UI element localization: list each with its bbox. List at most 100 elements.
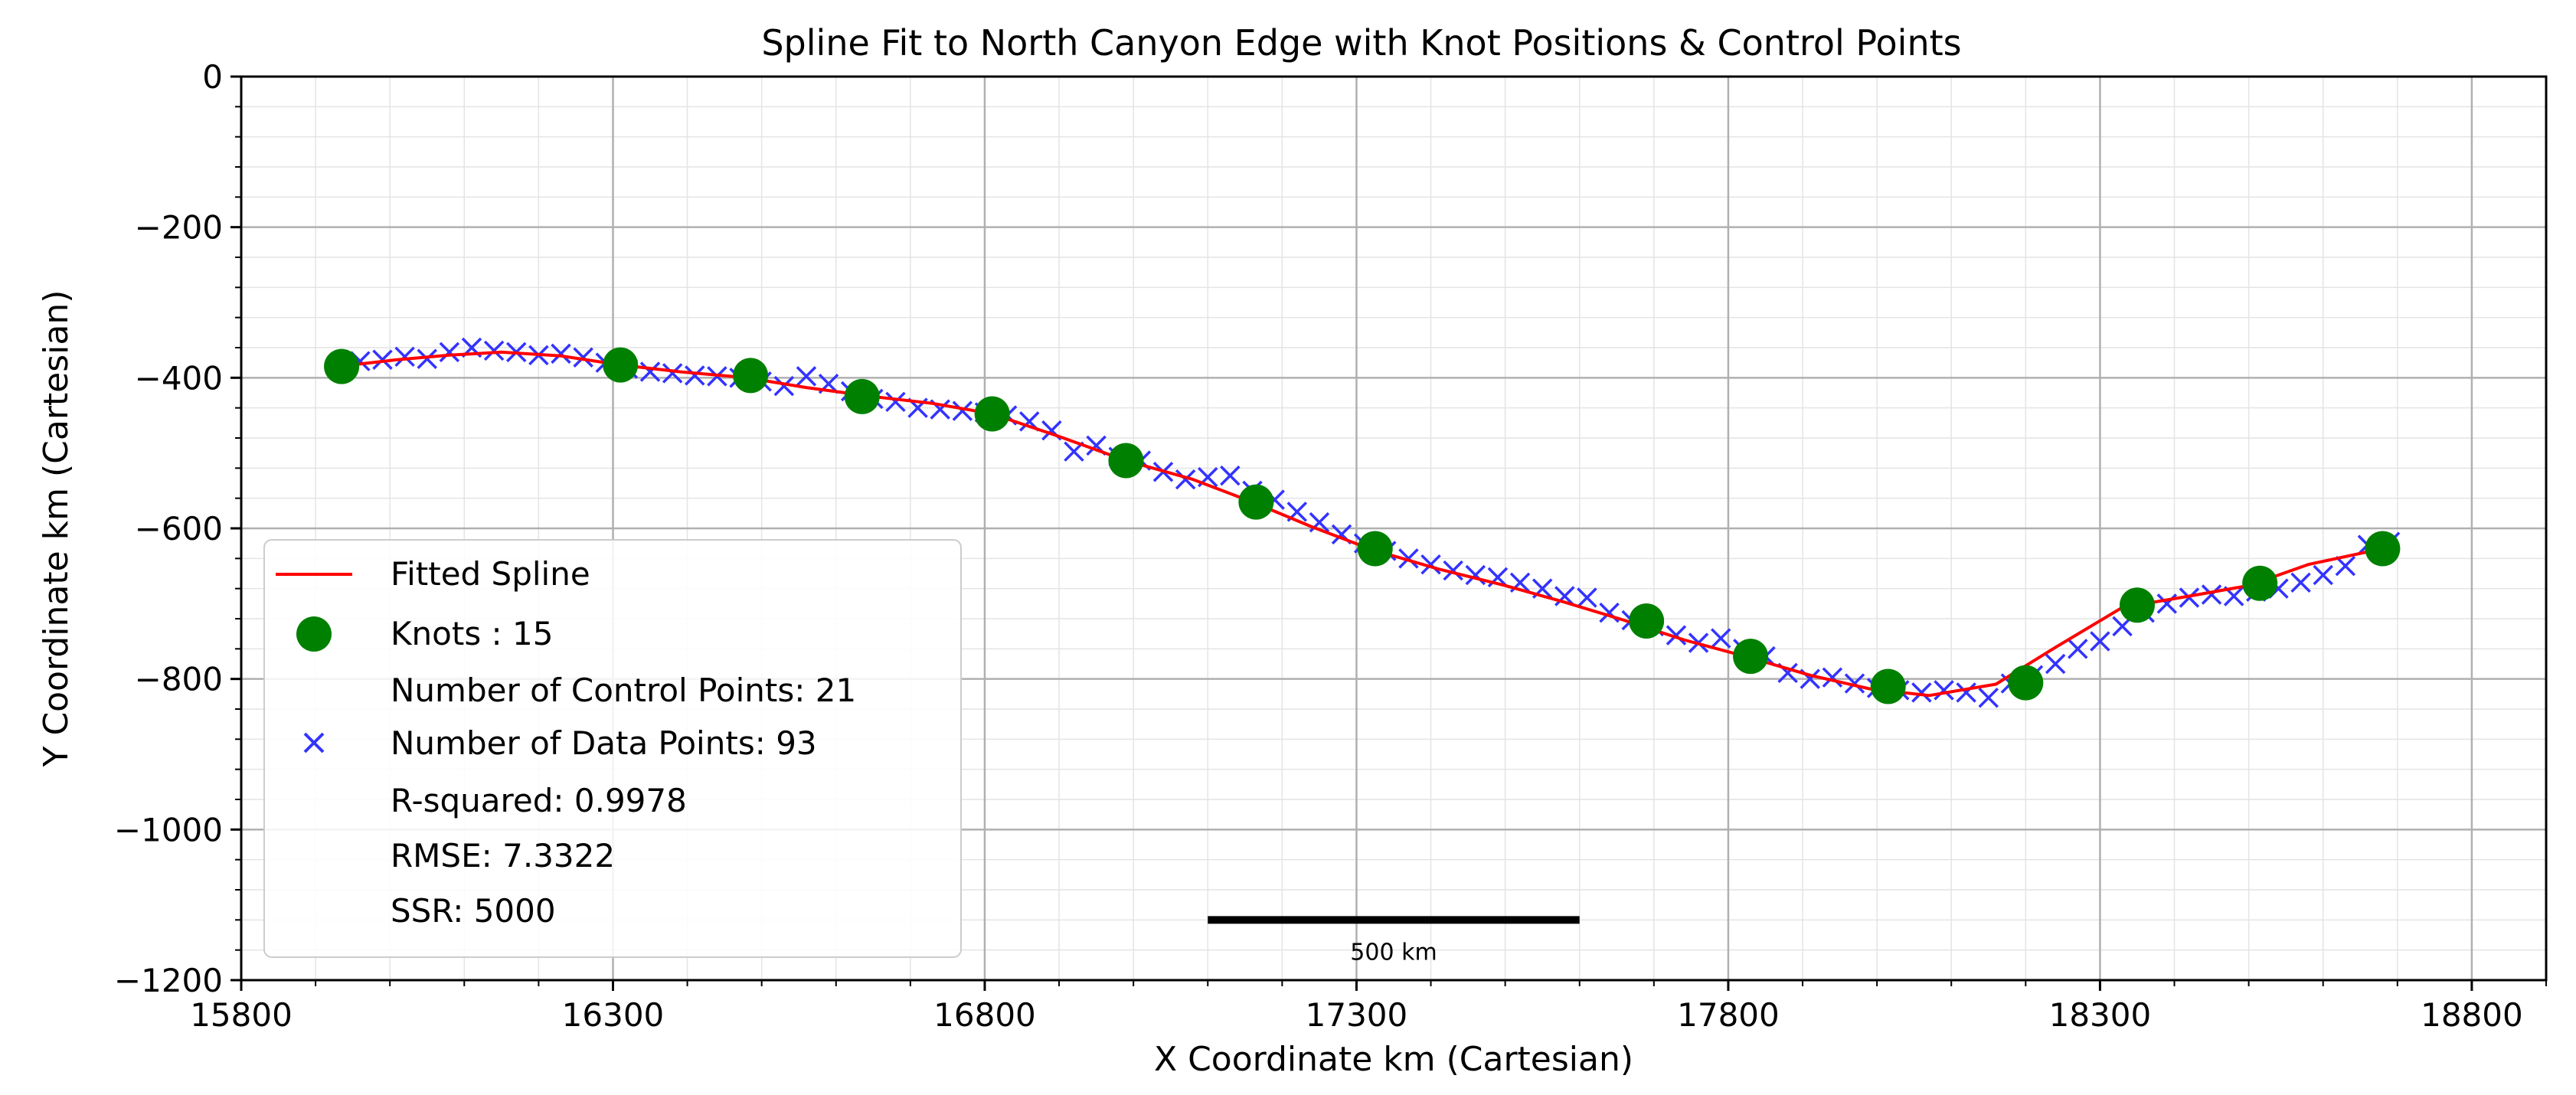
- legend-data-points-label: Number of Data Points: 93: [391, 724, 817, 762]
- knot-point: [1357, 531, 1393, 567]
- legend-box: [263, 539, 962, 958]
- legend-control-points-label: Number of Control Points: 21: [391, 672, 856, 709]
- data-point-stroke: [773, 375, 795, 397]
- legend-knot-swatch: [296, 616, 332, 652]
- data-point: [2201, 584, 2222, 605]
- legend-ssr-label: SSR: 5000: [391, 892, 556, 930]
- knot-point: [733, 358, 769, 394]
- data-point: [2335, 555, 2356, 577]
- x-tick-label: 15800: [190, 996, 293, 1034]
- data-point: [1175, 469, 1196, 490]
- data-point-stroke: [885, 391, 906, 413]
- data-point-stroke: [1086, 435, 1107, 456]
- data-point: [2045, 653, 2066, 675]
- data-point-stroke: [796, 366, 817, 387]
- data-point: [1443, 560, 1463, 581]
- data-point-stroke: [573, 347, 593, 368]
- data-point-stroke: [2335, 555, 2356, 577]
- data-point-stroke: [1443, 560, 1463, 581]
- data-point-stroke: [930, 399, 950, 420]
- data-point-stroke: [1934, 680, 1954, 701]
- legend-r-squared-label: R-squared: 0.9978: [391, 782, 687, 819]
- knot-point: [1108, 443, 1144, 479]
- data-point: [662, 363, 683, 384]
- legend-knots-label: Knots : 15: [391, 615, 554, 652]
- y-tick-label: −600: [135, 510, 223, 548]
- data-point: [885, 391, 906, 413]
- data-point-stroke: [1018, 411, 1040, 432]
- data-point-stroke: [1331, 524, 1352, 545]
- data-point: [1911, 682, 1932, 703]
- data-point-stroke: [1800, 668, 1820, 689]
- data-point-stroke: [1710, 628, 1731, 649]
- data-point: [952, 400, 973, 421]
- data-point-stroke: [1777, 662, 1798, 684]
- scale-bar: 500 km: [1208, 916, 1580, 966]
- data-point-stroke: [2090, 631, 2110, 652]
- data-point-stroke: [1956, 682, 1976, 703]
- data-point: [1577, 587, 1597, 608]
- data-point: [439, 342, 460, 363]
- knot-point: [2119, 587, 2155, 623]
- data-point: [2156, 593, 2178, 614]
- data-point-stroke: [2068, 639, 2088, 659]
- knot-point: [2242, 565, 2278, 601]
- data-point-stroke: [685, 365, 705, 386]
- x-tick-label: 16800: [933, 996, 1036, 1034]
- data-point: [372, 349, 393, 370]
- data-point: [1398, 548, 1419, 569]
- legend-data-swatch: [303, 732, 325, 753]
- data-point: [573, 347, 593, 368]
- data-point-stroke: [639, 361, 661, 382]
- data-point-stroke: [1978, 688, 1999, 708]
- data-point: [551, 343, 571, 364]
- data-point-stroke: [483, 340, 505, 361]
- y-tick-label: −1200: [114, 962, 223, 999]
- scale-bar-label: 500 km: [1350, 939, 1437, 966]
- data-point: [2313, 564, 2333, 586]
- x-tick-label: 18300: [2049, 996, 2152, 1034]
- x-tick-label: 17300: [1306, 996, 1408, 1034]
- data-point-stroke: [1420, 554, 1441, 575]
- data-point-stroke: [1844, 673, 1865, 694]
- data-point-stroke: [394, 346, 415, 368]
- data-point-stroke: [1599, 602, 1620, 623]
- knot-point: [1629, 603, 1665, 639]
- data-point: [685, 365, 705, 386]
- knot-point: [844, 378, 880, 414]
- y-axis-ticks: 0 −200 −400 −600 −800 −1000 −1200: [114, 58, 241, 999]
- data-point: [1666, 625, 1687, 646]
- knot-point: [2365, 531, 2401, 567]
- data-point-stroke: [1822, 667, 1843, 688]
- data-point-stroke: [1911, 682, 1932, 703]
- data-point: [796, 366, 817, 387]
- data-point-stroke: [1220, 465, 1241, 486]
- data-point-stroke: [2201, 584, 2222, 605]
- data-point: [1554, 586, 1575, 606]
- y-axis-label: Y Coordinate km (Cartesian): [37, 290, 76, 768]
- data-point: [1934, 680, 1954, 701]
- knot-point: [324, 348, 360, 384]
- knot-point: [1733, 639, 1769, 675]
- x-axis-ticks: 15800 16300 16800 17300 17800 18300 18800: [190, 980, 2547, 1034]
- knot-point: [603, 347, 639, 383]
- data-point-stroke: [1465, 564, 1486, 586]
- data-point-stroke: [2223, 586, 2244, 606]
- data-point-stroke: [2045, 653, 2066, 675]
- data-point-stroke: [1577, 587, 1597, 608]
- x-tick-label: 17800: [1677, 996, 1780, 1034]
- knot-point: [1238, 484, 1274, 520]
- data-point-stroke: [952, 400, 973, 421]
- data-point-stroke: [1398, 548, 1419, 569]
- data-point-stroke: [1175, 469, 1196, 490]
- data-point-stroke: [439, 342, 460, 363]
- data-point: [1978, 688, 1999, 708]
- data-point: [2290, 572, 2311, 593]
- data-point-stroke: [551, 343, 571, 364]
- knot-point: [974, 396, 1010, 432]
- x-tick-label: 16300: [562, 996, 665, 1034]
- data-point-stroke: [417, 348, 437, 369]
- data-point-stroke: [2290, 572, 2311, 593]
- legend: Fitted Spline Knots : 15 Number of Contr…: [263, 539, 962, 958]
- data-point: [1822, 667, 1843, 688]
